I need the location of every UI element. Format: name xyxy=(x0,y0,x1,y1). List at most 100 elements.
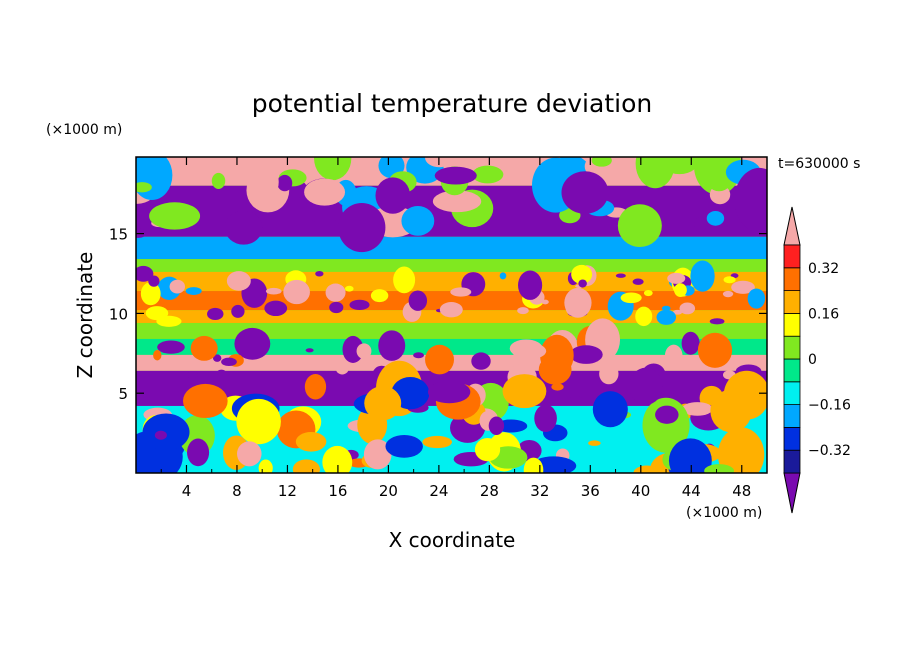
field-structure xyxy=(326,359,335,365)
field-structure xyxy=(569,395,583,403)
field-structure xyxy=(344,285,354,292)
field-structure xyxy=(538,355,572,385)
field-structure xyxy=(591,157,612,167)
field-structure xyxy=(265,287,282,295)
field-structure xyxy=(704,157,734,192)
field-structure xyxy=(221,357,237,367)
field-structure xyxy=(422,435,453,449)
field-structure xyxy=(588,440,601,446)
field-structure xyxy=(231,304,245,318)
field-structure xyxy=(375,177,411,214)
y-axis: 5 10 15 xyxy=(109,226,767,403)
field-structure xyxy=(511,342,547,360)
field-structure xyxy=(561,171,609,214)
field-structure xyxy=(722,290,734,298)
field-structure xyxy=(292,459,321,473)
colorbar-segment xyxy=(783,358,801,383)
field-structure xyxy=(661,305,671,311)
field-structure xyxy=(518,270,543,300)
field-structure xyxy=(551,383,564,391)
field-structure xyxy=(264,300,288,317)
field-structure xyxy=(717,427,765,473)
field-structure xyxy=(140,282,161,306)
field-structure xyxy=(599,363,619,385)
field-structure xyxy=(502,374,547,409)
field-structure xyxy=(672,309,683,315)
temperature-field xyxy=(136,157,767,473)
field-structure xyxy=(314,157,352,181)
x-tick-label: 44 xyxy=(682,482,701,500)
field-structure xyxy=(142,413,190,451)
field-structure xyxy=(488,416,505,436)
x-axis-label: X coordinate xyxy=(389,528,516,552)
field-structure xyxy=(248,162,279,202)
field-structure xyxy=(153,350,162,361)
field-band xyxy=(136,322,767,339)
field-structure xyxy=(295,431,327,452)
field-structure xyxy=(633,465,660,473)
field-structure xyxy=(635,157,675,189)
field-structure xyxy=(569,345,603,364)
field-structure xyxy=(734,167,767,233)
colorbar-extend-top xyxy=(783,206,801,246)
field-structure xyxy=(227,192,254,213)
field-structure xyxy=(655,405,679,424)
colorbar-tick-label: 0.16 xyxy=(808,306,839,322)
field-structure xyxy=(523,457,544,473)
field-structure xyxy=(681,331,700,355)
field-structure xyxy=(186,371,198,379)
field-structure xyxy=(499,272,507,280)
field-structure xyxy=(338,202,386,253)
colorbar: 0.32 0.16 0 −0.16 −0.32 xyxy=(783,206,851,514)
colorbar-segment xyxy=(783,290,801,314)
field-structure xyxy=(709,318,725,325)
field-structure xyxy=(236,398,281,445)
field-structure xyxy=(408,290,428,311)
field-structure xyxy=(615,273,626,278)
field-structure xyxy=(534,404,557,432)
field-structure xyxy=(304,374,327,400)
y-tick-label: 5 xyxy=(118,385,128,403)
field-structure xyxy=(169,279,186,294)
field-structure xyxy=(592,391,628,428)
field-structure xyxy=(450,287,472,297)
field-structure xyxy=(136,182,152,193)
field-structure xyxy=(427,380,471,404)
field-structure xyxy=(190,335,218,361)
field-structure xyxy=(565,299,579,316)
chart-title: potential temperature deviation xyxy=(252,89,652,118)
field-structure xyxy=(656,309,677,325)
field-structure xyxy=(710,389,752,433)
field-structure xyxy=(690,260,715,292)
y-tick-label: 15 xyxy=(109,226,128,244)
colorbar-tick-label: −0.16 xyxy=(808,398,851,414)
field-structure xyxy=(378,330,406,361)
field-structure xyxy=(667,272,686,284)
field-structure xyxy=(642,397,690,453)
field-band xyxy=(136,236,767,260)
field-structure xyxy=(226,271,251,291)
field-structure xyxy=(385,435,423,458)
x-tick-label: 20 xyxy=(379,482,398,500)
field-structure xyxy=(237,441,262,467)
field-structure xyxy=(185,287,202,295)
field-structure xyxy=(546,337,566,359)
field-structure xyxy=(647,355,658,365)
colorbar-tick-label: 0.32 xyxy=(808,261,839,277)
field-structure xyxy=(157,340,185,354)
field-structure xyxy=(148,275,160,287)
field-structure xyxy=(364,386,402,421)
x-tick-label: 40 xyxy=(631,482,650,500)
field-structure xyxy=(258,459,273,473)
field-structure xyxy=(187,438,210,467)
field-structure xyxy=(471,352,491,370)
field-structure xyxy=(472,165,504,184)
field-structure xyxy=(305,348,314,353)
field-structure xyxy=(234,327,271,360)
time-label: t=630000 s xyxy=(778,156,860,172)
x-unit-label: (×1000 m) xyxy=(686,505,762,521)
field-structure xyxy=(213,354,222,362)
field-structure xyxy=(541,299,549,305)
field-structure xyxy=(370,289,389,303)
